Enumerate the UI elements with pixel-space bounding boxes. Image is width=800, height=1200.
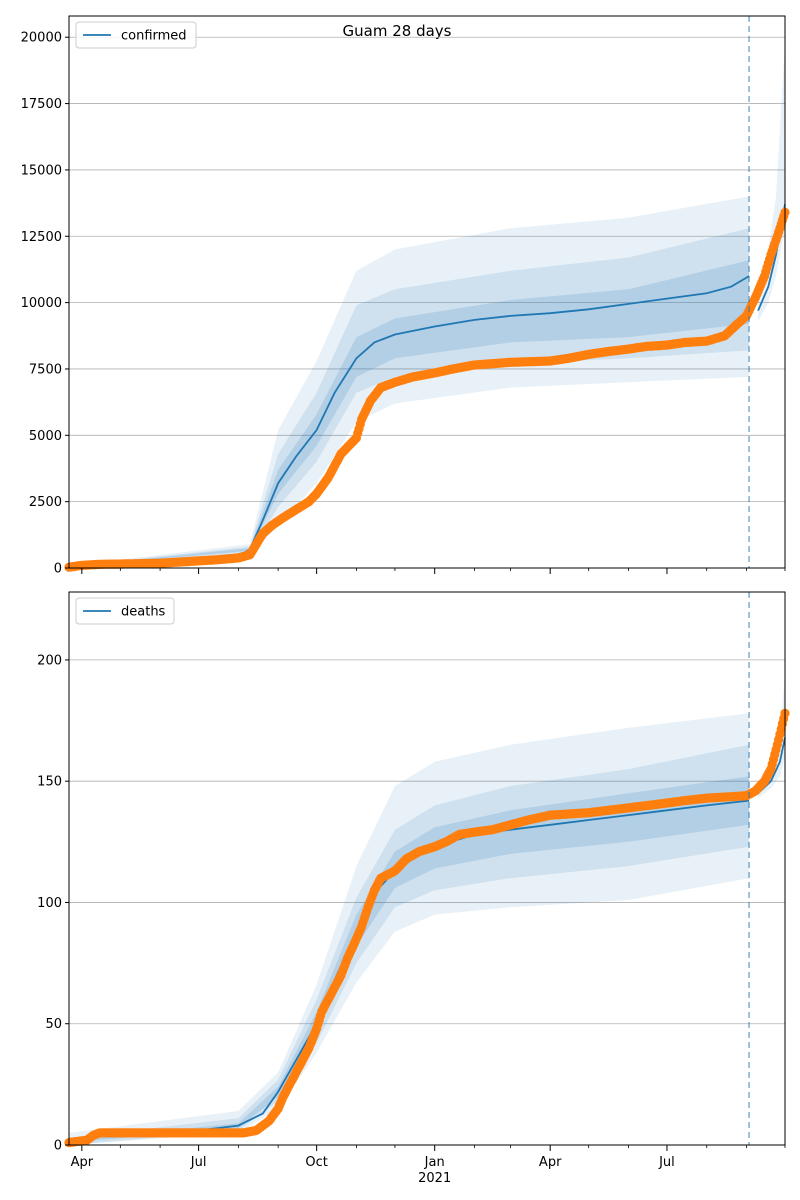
- legend-box: [75, 21, 197, 49]
- y-axis-ticks: 0 50 100 150 200: [37, 653, 69, 1154]
- y-tick-label: 15000: [21, 163, 62, 178]
- y-tick-label: 12500: [21, 230, 62, 245]
- x-tick-label: Jul: [190, 1155, 207, 1170]
- y-tick-label: 2500: [29, 495, 62, 510]
- x-tick-label: Apr: [71, 1155, 94, 1170]
- y-tick-label: 20000: [21, 31, 62, 46]
- y-tick-label: 200: [37, 653, 62, 668]
- y-axis-ticks: 0 2500 5000 7500 10000 12500 15000 17500 20000: [21, 31, 69, 577]
- legend-box: [75, 597, 175, 625]
- axes-frame: [68, 15, 786, 569]
- figure-title: Guam 28 days: [343, 22, 452, 40]
- y-tick-label: 17500: [21, 97, 62, 112]
- x-axis-ticks: [81, 568, 786, 574]
- x-tick-label: Oct: [305, 1155, 327, 1170]
- axes-frame: [68, 591, 786, 1146]
- uncertainty-bands: [69, 672, 785, 1145]
- y-tick-label: 5000: [29, 429, 62, 444]
- x-tick-sublabel: 2021: [418, 1171, 451, 1186]
- axes-border: [68, 591, 786, 1146]
- y-tick-label: 10000: [21, 296, 62, 311]
- x-tick-label: Jan: [424, 1155, 445, 1170]
- legend: deaths: [75, 597, 175, 625]
- y-tick-label: 7500: [29, 362, 62, 377]
- y-tick-label: 0: [54, 562, 62, 577]
- x-tick-label: Apr: [539, 1155, 562, 1170]
- observed-points: [64, 207, 790, 572]
- band-forecast_outer: [758, 42, 785, 322]
- legend: confirmed: [75, 21, 197, 49]
- y-tick-label: 50: [45, 1017, 62, 1032]
- axes-border: [68, 15, 786, 569]
- band-inner: [69, 260, 750, 567]
- band-mid: [69, 744, 750, 1145]
- y-tick-label: 150: [37, 775, 62, 790]
- band-mid: [69, 228, 750, 567]
- uncertainty-bands: [69, 42, 785, 568]
- x-tick-label: Jul: [658, 1155, 675, 1170]
- legend-label: confirmed: [121, 29, 187, 44]
- observed-points: [64, 708, 790, 1148]
- confirmed-panel: 0 2500 5000 7500 10000 12500 15000 17500 20000 c…: [21, 15, 790, 577]
- y-tick-label: 100: [37, 896, 62, 911]
- band-inner: [69, 776, 750, 1143]
- y-tick-label: 0: [54, 1139, 62, 1154]
- legend-label: deaths: [121, 605, 166, 620]
